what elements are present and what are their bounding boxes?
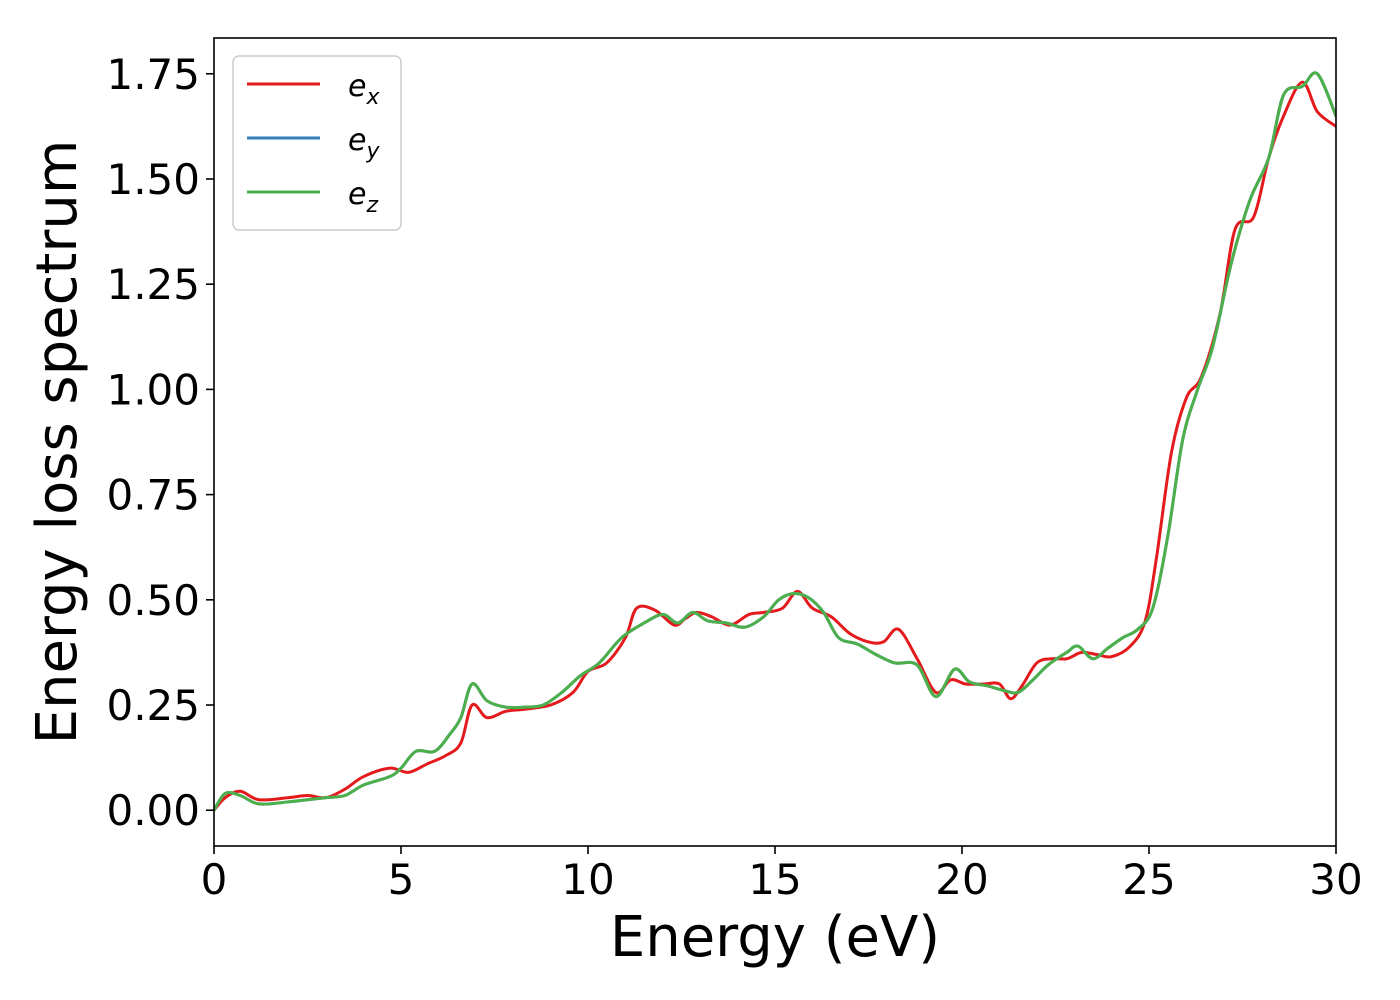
series-layer xyxy=(214,71,1336,812)
legend-label-x: ex xyxy=(348,69,380,110)
x-tick-label: 0 xyxy=(201,855,228,904)
y-tick-label: 0.25 xyxy=(106,681,200,730)
y-tick-label: 0.00 xyxy=(106,786,200,835)
x-tick-label: 20 xyxy=(935,855,988,904)
y-axis: 0.00 0.25 0.50 0.75 1.00 1.25 1.50 1.75 xyxy=(106,50,214,835)
x-axis: 0 5 10 15 20 25 30 xyxy=(201,846,1363,904)
x-tick-label: 25 xyxy=(1122,855,1175,904)
y-tick-label: 0.75 xyxy=(106,471,200,520)
y-tick-label: 0.50 xyxy=(106,576,200,625)
x-tick-label: 5 xyxy=(388,855,415,904)
y-tick-label: 1.00 xyxy=(106,365,200,414)
legend-label-y: ey xyxy=(348,123,380,164)
x-tick-label: 10 xyxy=(561,855,614,904)
y-axis-label: Energy loss spectrum xyxy=(25,140,90,745)
x-tick-label: 30 xyxy=(1309,855,1362,904)
y-tick-label: 1.25 xyxy=(106,260,200,309)
x-axis-label: Energy (eV) xyxy=(610,905,940,970)
x-tick-label: 15 xyxy=(748,855,801,904)
series-line-x xyxy=(214,80,1336,812)
legend-box xyxy=(232,55,402,231)
y-tick-label: 1.50 xyxy=(106,155,200,204)
y-tick-label: 1.75 xyxy=(106,50,200,99)
series-line-z xyxy=(214,71,1336,812)
